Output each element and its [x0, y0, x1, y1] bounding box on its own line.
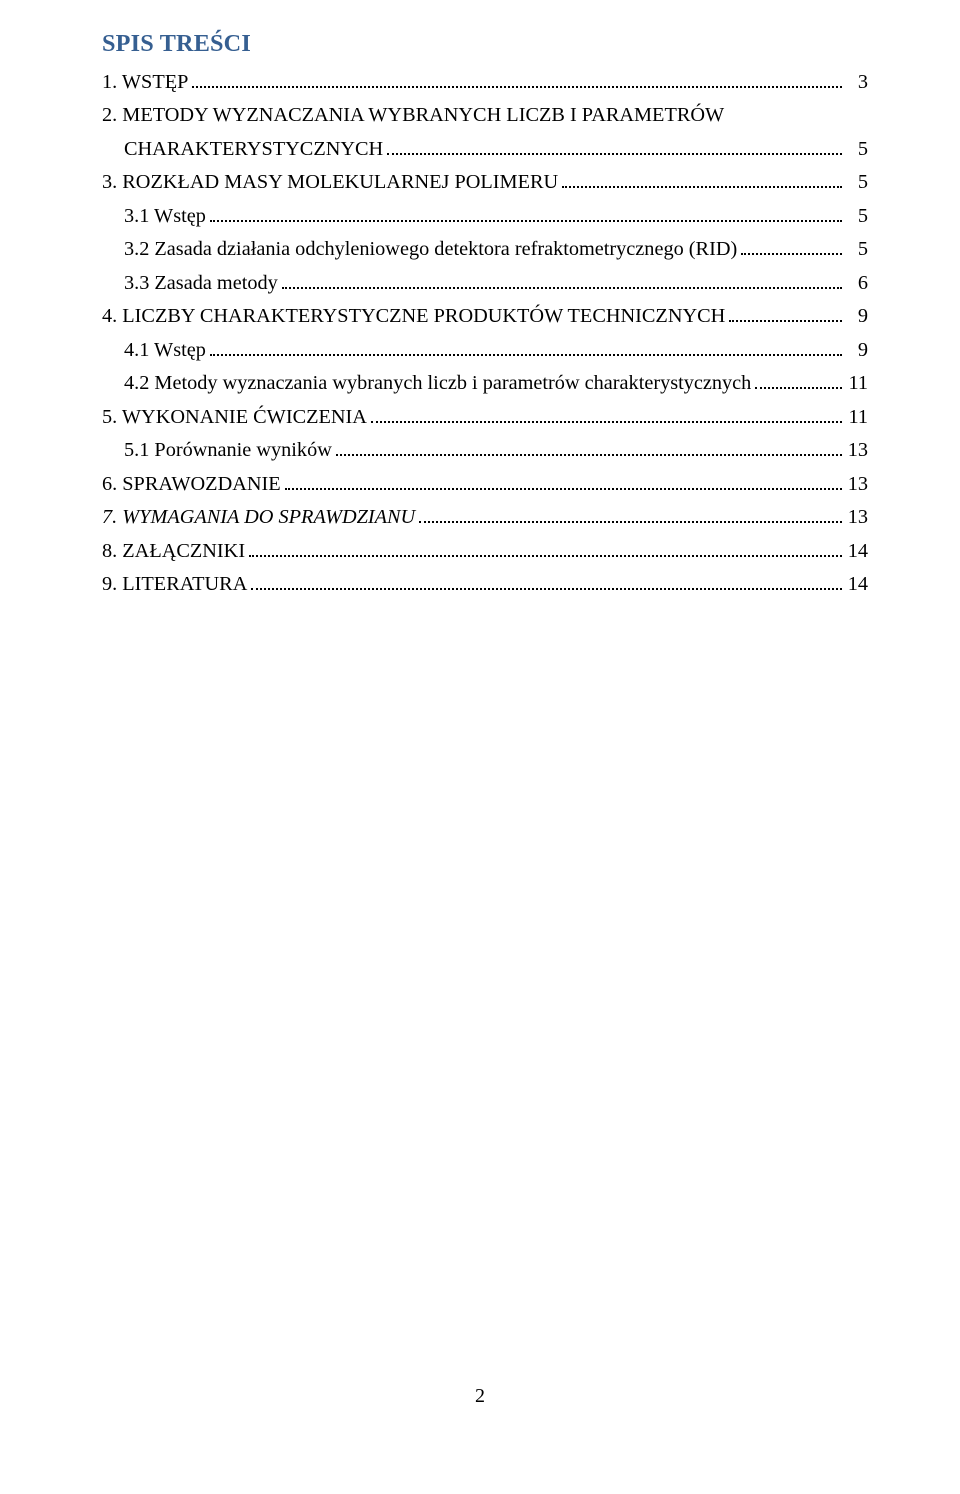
toc-entry-label: 5.1 Porównanie wyników: [124, 434, 332, 467]
toc-leader: [729, 305, 842, 322]
toc-entry: 7. WYMAGANIA DO SPRAWDZIANU 13: [102, 501, 868, 534]
toc-entry-page: 13: [846, 434, 868, 467]
toc-entry-label: 4. LICZBY CHARAKTERYSTYCZNE PRODUKTÓW TE…: [102, 300, 725, 333]
toc-entry-page: 5: [846, 166, 868, 199]
toc-entry-label: 9. LITERATURA: [102, 568, 247, 601]
toc-entry-page: 13: [846, 501, 868, 534]
toc-entry-page: 14: [846, 535, 868, 568]
toc-entry-label: 8. ZAŁĄCZNIKI: [102, 535, 245, 568]
toc-list: 1. WSTĘP 3 2. METODY WYZNACZANIA WYBRANY…: [102, 66, 868, 602]
toc-entry-label: 3.3 Zasada metody: [124, 267, 278, 300]
toc-entry: 4.1 Wstęp 9: [102, 334, 868, 367]
toc-leader: [192, 71, 842, 88]
toc-leader: [387, 138, 842, 155]
toc-entry-label: 1. WSTĘP: [102, 66, 188, 99]
toc-entry: 2. METODY WYZNACZANIA WYBRANYCH LICZB I …: [102, 99, 868, 132]
toc-entry-label: 4.1 Wstęp: [124, 334, 206, 367]
toc-entry-page: 11: [846, 367, 868, 400]
toc-entry: 1. WSTĘP 3: [102, 66, 868, 99]
toc-entry: 4.2 Metody wyznaczania wybranych liczb i…: [102, 367, 868, 400]
toc-entry-label: 3. ROZKŁAD MASY MOLEKULARNEJ POLIMERU: [102, 166, 558, 199]
toc-entry: 4. LICZBY CHARAKTERYSTYCZNE PRODUKTÓW TE…: [102, 300, 868, 333]
toc-entry-page: 3: [846, 66, 868, 99]
toc-leader: [336, 439, 842, 456]
toc-entry: 3. ROZKŁAD MASY MOLEKULARNEJ POLIMERU 5: [102, 166, 868, 199]
toc-entry-page: 5: [846, 233, 868, 266]
toc-entry-page: 14: [846, 568, 868, 601]
toc-leader: [210, 205, 842, 222]
toc-leader: [285, 473, 842, 490]
toc-entry-page: 6: [846, 267, 868, 300]
toc-entry-page: 13: [846, 468, 868, 501]
toc-entry: 3.2 Zasada działania odchyleniowego dete…: [102, 233, 868, 266]
toc-entry-label: CHARAKTERYSTYCZNYCH: [124, 133, 383, 166]
toc-leader: [755, 372, 842, 389]
toc-entry: 3.3 Zasada metody 6: [102, 267, 868, 300]
toc-entry: 5.1 Porównanie wyników 13: [102, 434, 868, 467]
page-number: 2: [0, 1385, 960, 1408]
toc-entry-label: 4.2 Metody wyznaczania wybranych liczb i…: [124, 367, 751, 400]
toc-entry: 9. LITERATURA 14: [102, 568, 868, 601]
toc-entry-label: 2. METODY WYZNACZANIA WYBRANYCH LICZB I …: [102, 99, 724, 132]
toc-entry-label: 3.2 Zasada działania odchyleniowego dete…: [124, 233, 737, 266]
toc-entry: 8. ZAŁĄCZNIKI 14: [102, 535, 868, 568]
toc-title: SPIS TREŚCI: [102, 30, 868, 58]
toc-entry-continuation: CHARAKTERYSTYCZNYCH 5: [102, 133, 868, 166]
toc-leader: [371, 406, 842, 423]
toc-entry-page: 5: [846, 133, 868, 166]
toc-entry-page: 9: [846, 300, 868, 333]
toc-entry-label: 5. WYKONANIE ĆWICZENIA: [102, 401, 367, 434]
toc-entry-label: 6. SPRAWOZDANIE: [102, 468, 281, 501]
toc-leader: [249, 540, 842, 557]
toc-entry: 6. SPRAWOZDANIE 13: [102, 468, 868, 501]
toc-entry-page: 11: [846, 401, 868, 434]
toc-entry-label: 3.1 Wstęp: [124, 200, 206, 233]
toc-leader: [562, 171, 842, 188]
toc-leader: [251, 573, 842, 590]
toc-entry-page: 5: [846, 200, 868, 233]
toc-leader: [282, 272, 842, 289]
toc-entry-page: 9: [846, 334, 868, 367]
toc-entry: 3.1 Wstęp 5: [102, 200, 868, 233]
toc-entry-label: 7. WYMAGANIA DO SPRAWDZIANU: [102, 501, 415, 534]
toc-leader: [741, 238, 842, 255]
toc-leader: [210, 339, 842, 356]
toc-entry: 5. WYKONANIE ĆWICZENIA 11: [102, 401, 868, 434]
toc-leader: [419, 506, 842, 523]
